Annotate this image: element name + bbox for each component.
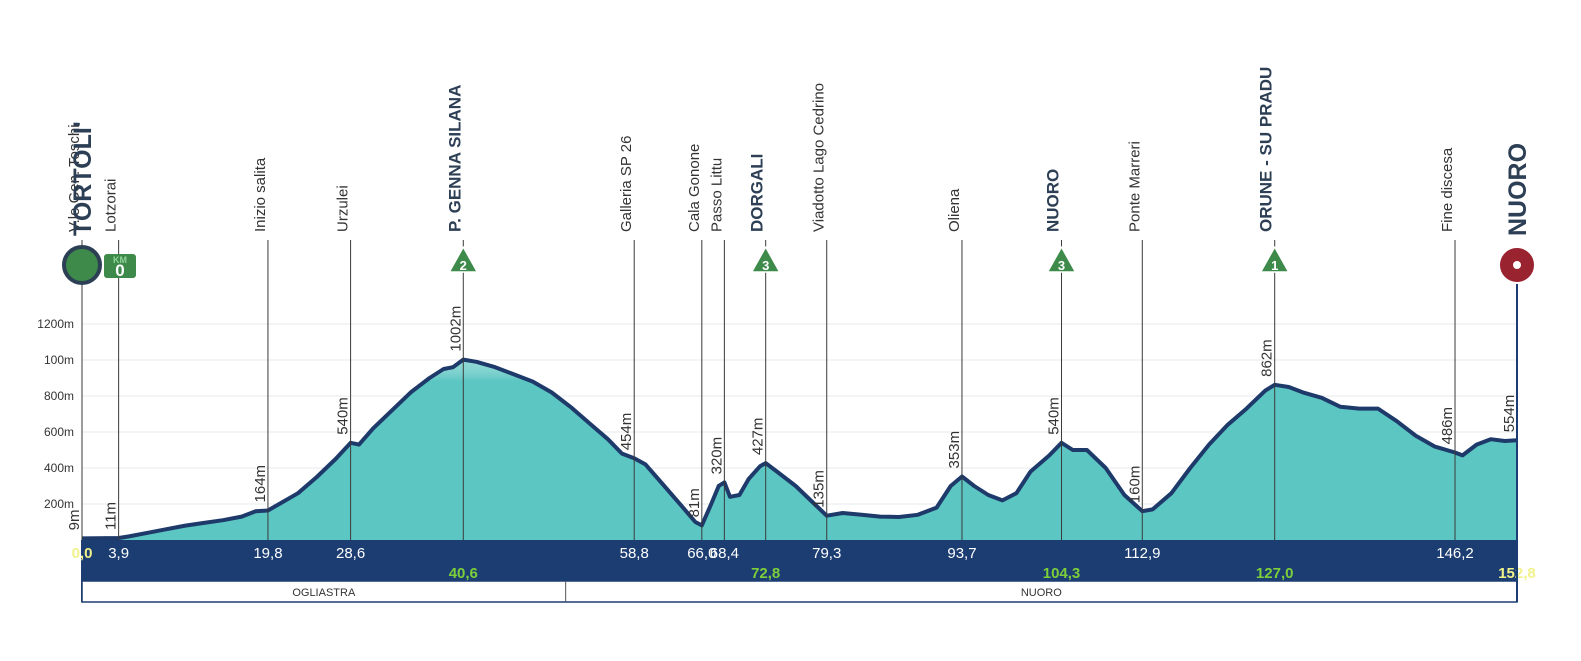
- km-zero-badge: [104, 254, 136, 278]
- altitude-label: 454m: [618, 413, 635, 451]
- y-tick-label: 100m: [44, 353, 74, 367]
- profile-area: [81, 357, 1518, 541]
- km-label: 72,8: [751, 565, 780, 582]
- marker-name-label: Inizio salita: [252, 157, 269, 232]
- y-tick-label: 200m: [44, 497, 74, 511]
- marker-name-label: Fine discesa: [1439, 147, 1456, 232]
- marker-name-label: DORGALI: [748, 154, 767, 232]
- climb-category-badge: [1259, 246, 1290, 273]
- marker-name-label: V.le Gen. Toschi: [66, 124, 83, 232]
- altitude-label: 320m: [708, 437, 725, 475]
- finish-marker-dot: [1513, 261, 1521, 269]
- climb-category-number: 3: [1058, 258, 1065, 273]
- km-label: 0,0: [72, 545, 93, 562]
- km-zero-badge-prefix: KM: [113, 255, 127, 265]
- altitude-label: 554m: [1501, 395, 1518, 433]
- marker-name-label: Viadotto Lago Cedrino: [811, 83, 828, 232]
- marker-name-label: Urzulei: [335, 185, 352, 232]
- climb-category-number: 2: [460, 258, 467, 273]
- marker-name-label: NUORO: [1044, 169, 1063, 232]
- altitude-label: 9m: [66, 510, 83, 531]
- y-tick-label: 400m: [44, 461, 74, 475]
- km-label: 79,3: [812, 545, 841, 562]
- region-bar: OGLIASTRA NUORO: [81, 580, 1518, 603]
- altitude-label: 81m: [686, 488, 703, 517]
- km-band: 0,0 3,9 19,8 28,6 40,6 58,8 66,068,4 72,8 79,3 93…: [72, 540, 1536, 602]
- marker-name-label: Ponte Marreri: [1126, 141, 1143, 232]
- climb-category-badge: [1046, 246, 1077, 273]
- finish-city-label: NUORO: [1504, 143, 1532, 236]
- endpoints: KM0 TORTOLI' NUORO: [62, 121, 1536, 602]
- km-label: 28,6: [336, 545, 365, 562]
- start-city-label: TORTOLI': [69, 121, 97, 236]
- altitude-label: 160m: [1126, 466, 1143, 504]
- climb-category-number: 1: [1271, 258, 1278, 273]
- km-band-bg: [82, 540, 1517, 581]
- altitude-label: 540m: [1046, 397, 1063, 435]
- altitude-label: 862m: [1259, 339, 1276, 377]
- region-label: NUORO: [1021, 587, 1062, 599]
- markers: V.le Gen. Toschi 9m Lotzorai 11m Inizio sali…: [66, 67, 1518, 540]
- km-label: 68,4: [710, 545, 739, 562]
- altitude-label: 11m: [103, 502, 120, 530]
- marker-name-label: Galleria SP 26: [618, 136, 635, 232]
- start-marker: [62, 245, 102, 285]
- marker-name-label: ORUNE - SU PRADU: [1257, 67, 1276, 232]
- marker-name-label: Cala Gonone: [686, 144, 703, 232]
- km-label: 19,8: [253, 545, 282, 562]
- km-label: 58,8: [620, 545, 649, 562]
- y-axis-ticks: 200m 400m 600m 800m 100m 1200m: [37, 317, 74, 511]
- km-label: 104,3: [1043, 565, 1081, 582]
- altitude-label: 135m: [811, 470, 828, 508]
- climb-category-badge: [448, 246, 479, 273]
- y-tick-label: 1200m: [37, 317, 74, 331]
- marker-name-label: Lotzorai: [103, 179, 120, 232]
- km-label: 3,9: [108, 545, 129, 562]
- climb-category-number: 3: [762, 258, 769, 273]
- km-label: 112,9: [1124, 545, 1160, 562]
- climb-category-badge: [750, 246, 781, 273]
- y-tick-label: 800m: [44, 389, 74, 403]
- km-label: 66,0: [687, 545, 716, 562]
- region-label: OGLIASTRA: [292, 587, 356, 599]
- altitude-label: 1002m: [447, 306, 464, 352]
- km-label: 146,2: [1436, 545, 1474, 562]
- marker-name-label: P. GENNA SILANA: [445, 85, 464, 232]
- km-zero-badge-number: 0: [115, 261, 124, 280]
- km-label: 40,6: [449, 565, 478, 582]
- altitude-label: 353m: [946, 431, 963, 469]
- marker-name-label: Oliena: [946, 188, 963, 232]
- marker-name-label: Passo Littu: [708, 158, 725, 232]
- altitude-label: 427m: [750, 418, 767, 456]
- altitude-label: 486m: [1439, 407, 1456, 445]
- profile-sheen: [82, 359, 1517, 540]
- km-label: 127,0: [1256, 565, 1294, 582]
- y-tick-label: 600m: [44, 425, 74, 439]
- km-label: 93,7: [947, 545, 976, 562]
- altitude-label: 540m: [335, 397, 352, 435]
- altitude-label: 164m: [252, 465, 269, 503]
